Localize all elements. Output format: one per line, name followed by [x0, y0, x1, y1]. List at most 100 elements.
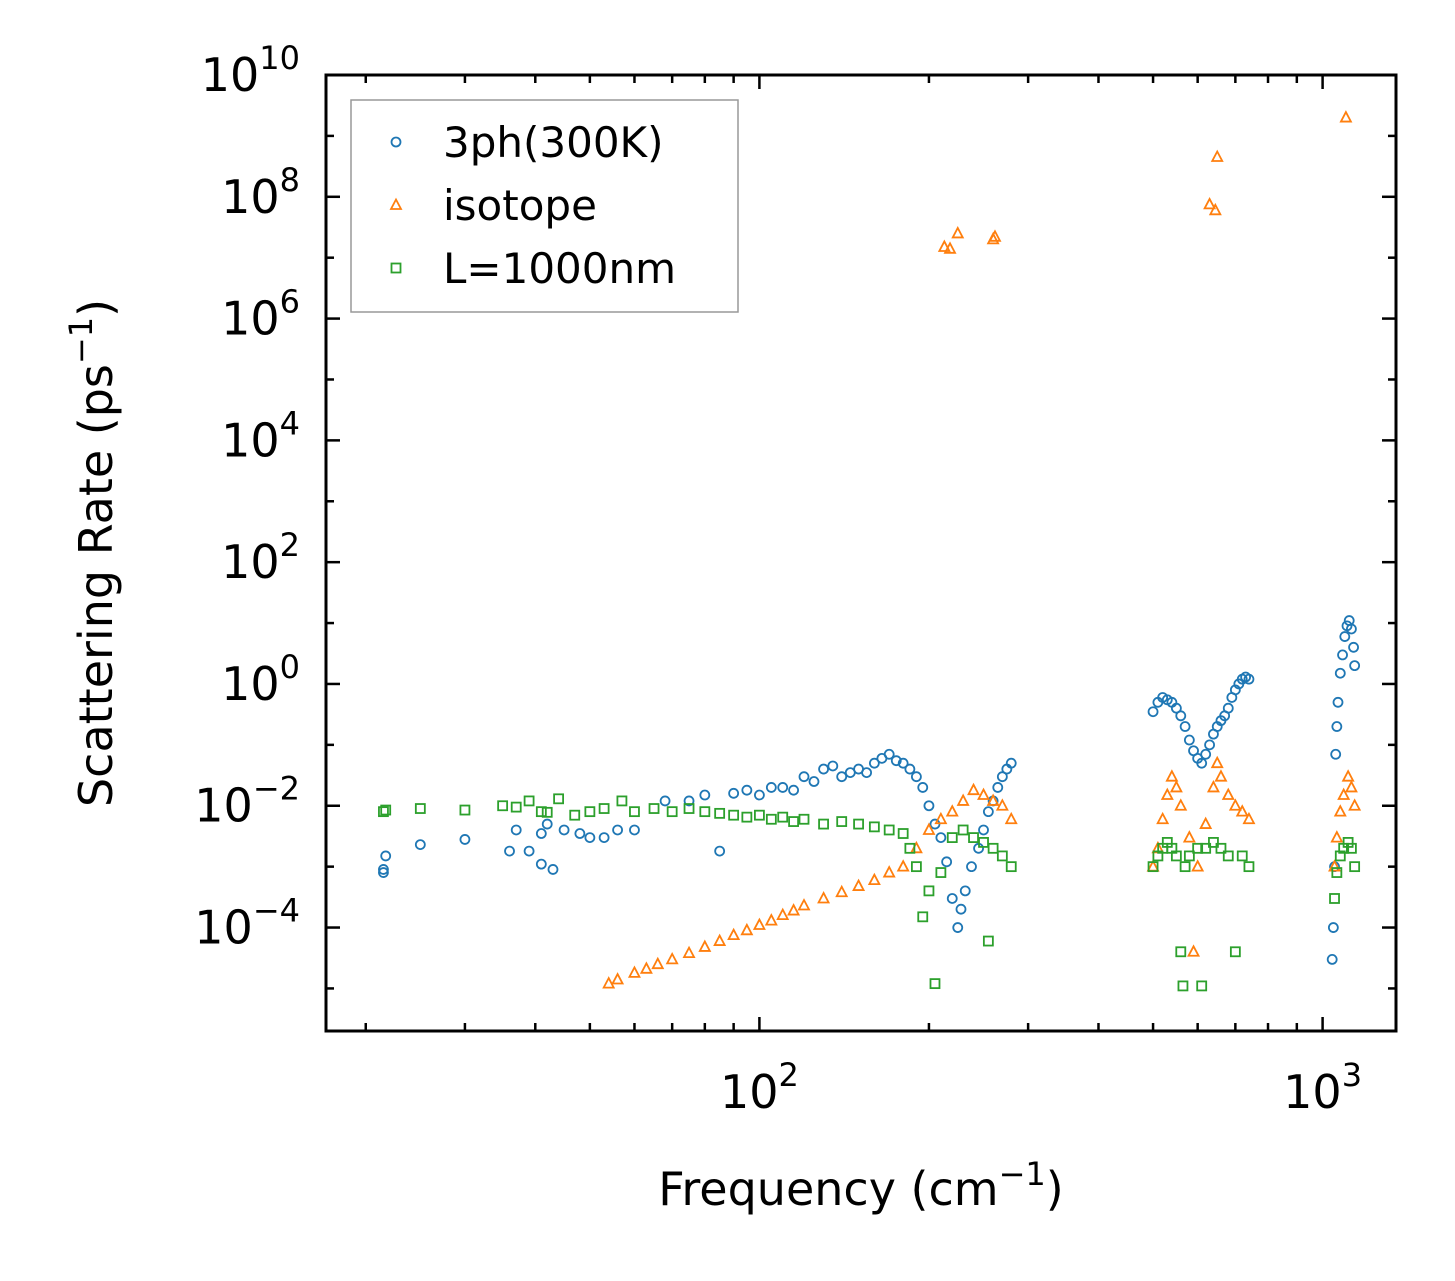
data-point — [504, 845, 515, 857]
data-point — [1341, 769, 1355, 782]
data-point — [1200, 842, 1212, 854]
data-point — [1208, 202, 1222, 216]
data-point — [836, 816, 848, 827]
data-point — [992, 782, 1004, 793]
data-point — [986, 793, 1000, 806]
data-point — [937, 239, 951, 252]
data-point — [1169, 779, 1183, 793]
data-point — [740, 922, 754, 936]
data-point — [922, 822, 936, 835]
data-point — [978, 837, 989, 848]
data-point — [982, 806, 994, 818]
data-point — [1243, 861, 1255, 873]
data-point — [666, 806, 678, 818]
data-point — [764, 913, 778, 926]
data-point — [1339, 631, 1351, 642]
data-point — [935, 867, 947, 878]
data-point — [699, 789, 711, 801]
data-point — [835, 884, 849, 898]
data-point — [728, 787, 740, 799]
data-point — [378, 864, 389, 875]
data-point — [1147, 861, 1159, 873]
data-point — [714, 845, 726, 857]
legend-label: isotope — [443, 181, 597, 230]
data-point — [923, 800, 935, 812]
ticks-layer — [326, 73, 1396, 1031]
data-point — [598, 832, 610, 843]
data-point — [1337, 787, 1351, 800]
data-point — [569, 809, 581, 821]
data-point — [1235, 804, 1249, 817]
data-point — [741, 811, 753, 823]
data-point — [1196, 980, 1208, 992]
data-point — [904, 763, 916, 775]
data-point — [787, 903, 801, 916]
data-point — [1326, 953, 1338, 965]
data-point — [1327, 922, 1339, 933]
data-point — [890, 755, 902, 767]
legend-label: L=1000nm — [443, 244, 676, 293]
data-point — [1206, 779, 1220, 793]
y-tick-label: 100 — [221, 648, 300, 711]
data-point — [934, 811, 948, 825]
data-point — [1348, 641, 1359, 653]
data-point — [853, 818, 864, 830]
data-point — [713, 933, 727, 946]
data-point — [378, 867, 389, 878]
data-point — [1222, 850, 1234, 862]
data-point — [977, 787, 991, 800]
data-point — [1330, 748, 1342, 760]
data-point — [995, 798, 1009, 811]
data-point — [1332, 696, 1344, 708]
data-point — [818, 763, 829, 775]
series-3 — [378, 793, 1361, 992]
data-point — [798, 771, 810, 783]
data-point — [1210, 149, 1224, 162]
data-point — [1215, 842, 1227, 854]
data-point — [1334, 667, 1346, 679]
data-point — [1329, 893, 1340, 904]
data-point — [1242, 811, 1256, 825]
data-point — [827, 760, 839, 772]
data-point — [923, 885, 935, 897]
data-point — [1179, 861, 1191, 873]
data-point — [547, 864, 559, 875]
data-point — [380, 850, 392, 862]
data-point — [897, 757, 909, 769]
data-point — [957, 824, 969, 836]
data-point — [1337, 649, 1348, 661]
data-point — [558, 824, 570, 836]
legend-marker — [390, 262, 402, 274]
data-point — [1348, 798, 1362, 811]
data-point — [808, 776, 820, 787]
data-point — [523, 795, 535, 807]
legend-label: 3ph(300K) — [443, 118, 663, 167]
data-point — [788, 816, 799, 827]
data-point — [765, 782, 777, 793]
y-tick-label: 10−4 — [194, 892, 300, 955]
data-point — [982, 935, 994, 947]
data-point — [584, 806, 596, 818]
data-point — [1156, 811, 1170, 825]
data-point — [1004, 811, 1018, 825]
data-point — [996, 850, 1008, 862]
data-point — [1210, 755, 1224, 769]
data-point — [951, 226, 965, 239]
data-point — [1175, 946, 1187, 958]
data-point — [797, 898, 811, 911]
data-point — [1175, 710, 1187, 722]
data-point — [1236, 850, 1248, 862]
data-point — [946, 893, 958, 904]
legend-marker — [390, 136, 402, 148]
data-point — [1165, 769, 1179, 782]
data-point — [776, 907, 790, 921]
data-point — [602, 976, 616, 989]
data-point — [741, 784, 753, 796]
data-point — [1183, 850, 1195, 862]
data-point — [967, 782, 981, 796]
data-point — [1160, 787, 1174, 800]
data-point — [852, 878, 866, 891]
data-point — [380, 804, 392, 816]
series-2 — [602, 110, 1362, 989]
data-point — [1200, 748, 1212, 760]
